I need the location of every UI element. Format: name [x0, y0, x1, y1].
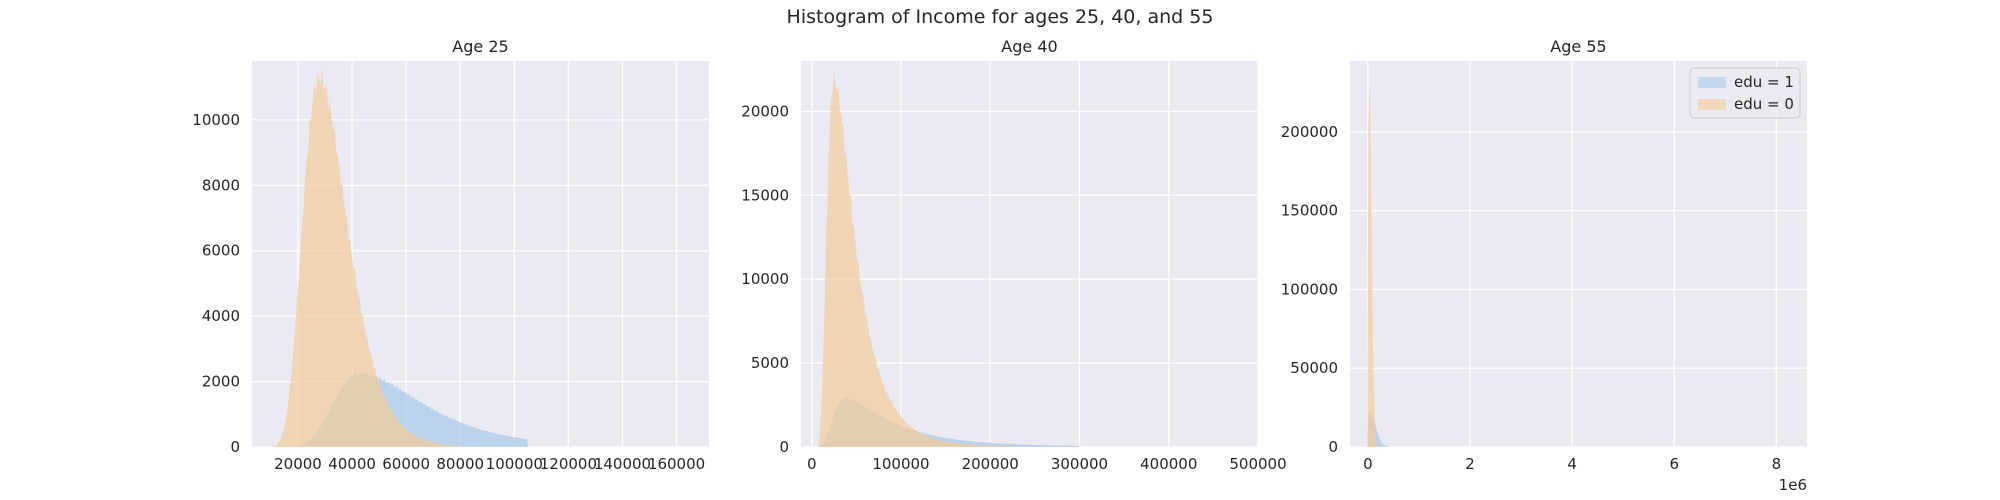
y-tick-label: 0 — [230, 438, 240, 456]
x-tick-label: 60000 — [382, 455, 430, 473]
y-tick-label: 4000 — [202, 307, 240, 325]
legend-swatch — [1698, 99, 1726, 110]
x-tick-label: 500000 — [1229, 455, 1286, 473]
histogram-series-edu-0 — [252, 68, 709, 447]
y-tick-label: 6000 — [202, 242, 240, 260]
subplot-title: Age 25 — [452, 37, 508, 56]
x-tick-label: 6 — [1669, 455, 1679, 473]
y-tick-label: 0 — [779, 438, 789, 456]
x-tick-label: 40000 — [328, 455, 376, 473]
axes-background — [1350, 61, 1807, 447]
legend-swatch — [1698, 77, 1726, 88]
subplot-title: Age 55 — [1550, 37, 1606, 56]
y-tick-label: 10000 — [192, 111, 240, 129]
y-tick-label: 15000 — [741, 186, 789, 204]
x-tick-label: 100000 — [872, 455, 929, 473]
legend-label: edu = 0 — [1734, 95, 1794, 113]
y-tick-label: 2000 — [202, 373, 240, 391]
y-tick-label: 5000 — [751, 354, 789, 372]
x-tick-label: 300000 — [1051, 455, 1108, 473]
x-tick-label: 200000 — [962, 455, 1019, 473]
subplot-2: 0 100000 200000 300000 400000 500000 0 5000 1000… — [741, 37, 1286, 473]
x-tick-label: 160000 — [648, 455, 705, 473]
x-tick-label: 80000 — [436, 455, 484, 473]
y-tick-label: 50000 — [1290, 359, 1338, 377]
x-tick-label: 20000 — [274, 455, 322, 473]
y-tick-label: 20000 — [741, 102, 789, 120]
x-tick-label: 0 — [807, 455, 817, 473]
subplot-title: Age 40 — [1001, 37, 1057, 56]
histogram-bars — [801, 70, 1258, 447]
x-tick-label: 140000 — [594, 455, 651, 473]
x-offset-label: 1e6 — [1779, 476, 1807, 494]
y-tick-label: 8000 — [202, 176, 240, 194]
x-tick-label: 100000 — [486, 455, 543, 473]
histogram-series-edu-0 — [801, 70, 1258, 447]
y-tick-label: 100000 — [1281, 280, 1338, 298]
y-tick-label: 150000 — [1281, 202, 1338, 220]
x-tick-label: 0 — [1363, 455, 1373, 473]
x-tick-label: 400000 — [1140, 455, 1197, 473]
legend: edu = 1 edu = 0 — [1689, 67, 1801, 119]
figure-title: Histogram of Income for ages 25, 40, and… — [786, 6, 1214, 28]
x-tick-label: 4 — [1567, 455, 1577, 473]
x-tick-label: 8 — [1772, 455, 1782, 473]
histogram-bars — [252, 68, 709, 447]
legend-label: edu = 1 — [1734, 73, 1794, 91]
y-tick-label: 200000 — [1281, 123, 1338, 141]
y-tick-label: 0 — [1328, 438, 1338, 456]
x-tick-label: 120000 — [540, 455, 597, 473]
y-tick-label: 10000 — [741, 270, 789, 288]
x-tick-label: 2 — [1465, 455, 1475, 473]
subplot-3: 0 2 4 6 8 0 50000 100000 150000 200000 Age 55 1e6 ed… — [1281, 37, 1807, 494]
subplot-1: 20000 40000 60000 80000 10000012000014000016… — [192, 37, 709, 473]
